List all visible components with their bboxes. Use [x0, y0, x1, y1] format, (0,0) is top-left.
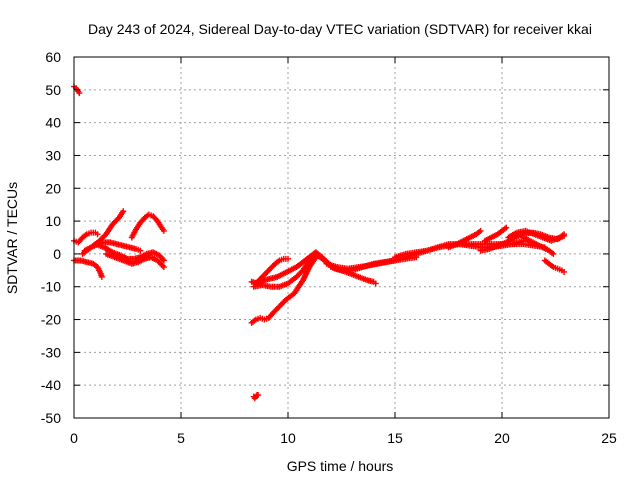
data-point [94, 231, 101, 238]
data-point [160, 227, 167, 234]
x-tick-label: 10 [280, 430, 296, 446]
data-point [550, 250, 557, 257]
y-tick-label: -20 [41, 312, 61, 328]
data-point [477, 227, 484, 234]
series-arc-late-a [445, 227, 484, 251]
y-tick-label: 40 [45, 115, 61, 131]
data-point [98, 273, 105, 280]
data-point [285, 255, 291, 262]
ticks-layer: 0 5 10 15 20 25 -50 -40 -30 -20 -10 0 10 20 30 40 50 60 [41, 49, 617, 446]
grid-layer [74, 57, 609, 418]
y-tick-label: 20 [45, 180, 61, 196]
y-tick-label: -40 [41, 377, 61, 393]
series-arc-late-b [481, 224, 510, 244]
y-tick-label: -10 [41, 279, 61, 295]
y-tick-label: -30 [41, 344, 61, 360]
data-point [561, 231, 568, 238]
series-arc-hump [128, 211, 167, 241]
series-arc-early-b [71, 257, 105, 280]
x-tick-label: 0 [70, 430, 78, 446]
x-tick-label: 25 [601, 430, 617, 446]
data-point [159, 256, 166, 263]
chart-title: Day 243 of 2024, Sidereal Day-to-day VTE… [88, 21, 592, 37]
data-point [372, 280, 379, 287]
series-arc-mid-b [250, 254, 315, 290]
series-arc-low-outlier [250, 392, 262, 402]
data-point [120, 208, 127, 215]
data-point [308, 254, 315, 261]
series-arc-early-d [92, 241, 167, 264]
series-arc-dip-20 [248, 254, 319, 326]
y-tick-label: 0 [53, 246, 61, 262]
series-arc-late-d [505, 227, 568, 244]
data-point [76, 90, 83, 97]
data-point [137, 247, 144, 254]
y-axis-label: SDTVAR / TECUs [4, 182, 20, 294]
series-arc-rise-to-12 [79, 208, 127, 257]
y-tick-label: -50 [41, 410, 61, 426]
plot-frame [73, 56, 610, 419]
y-tick-label: 30 [45, 147, 61, 163]
data-point [561, 268, 568, 275]
series-arc-early-e [103, 250, 167, 271]
x-tick-label: 5 [177, 430, 185, 446]
data-point [255, 392, 262, 399]
y-tick-label: 60 [45, 49, 61, 65]
y-tick-label: 50 [45, 82, 61, 98]
x-tick-label: 15 [387, 430, 403, 446]
data-point [160, 257, 167, 264]
series-arc-early-a [71, 229, 101, 246]
points-layer [71, 83, 568, 402]
data-point [160, 264, 167, 271]
y-tick-label: 10 [45, 213, 61, 229]
data-point [503, 224, 510, 231]
x-axis-label: GPS time / hours [287, 458, 394, 474]
series-arc-mid-c [252, 255, 291, 287]
series-arc-late-f [541, 257, 568, 275]
series-arc-late-e [520, 234, 557, 257]
x-tick-label: 20 [494, 430, 510, 446]
